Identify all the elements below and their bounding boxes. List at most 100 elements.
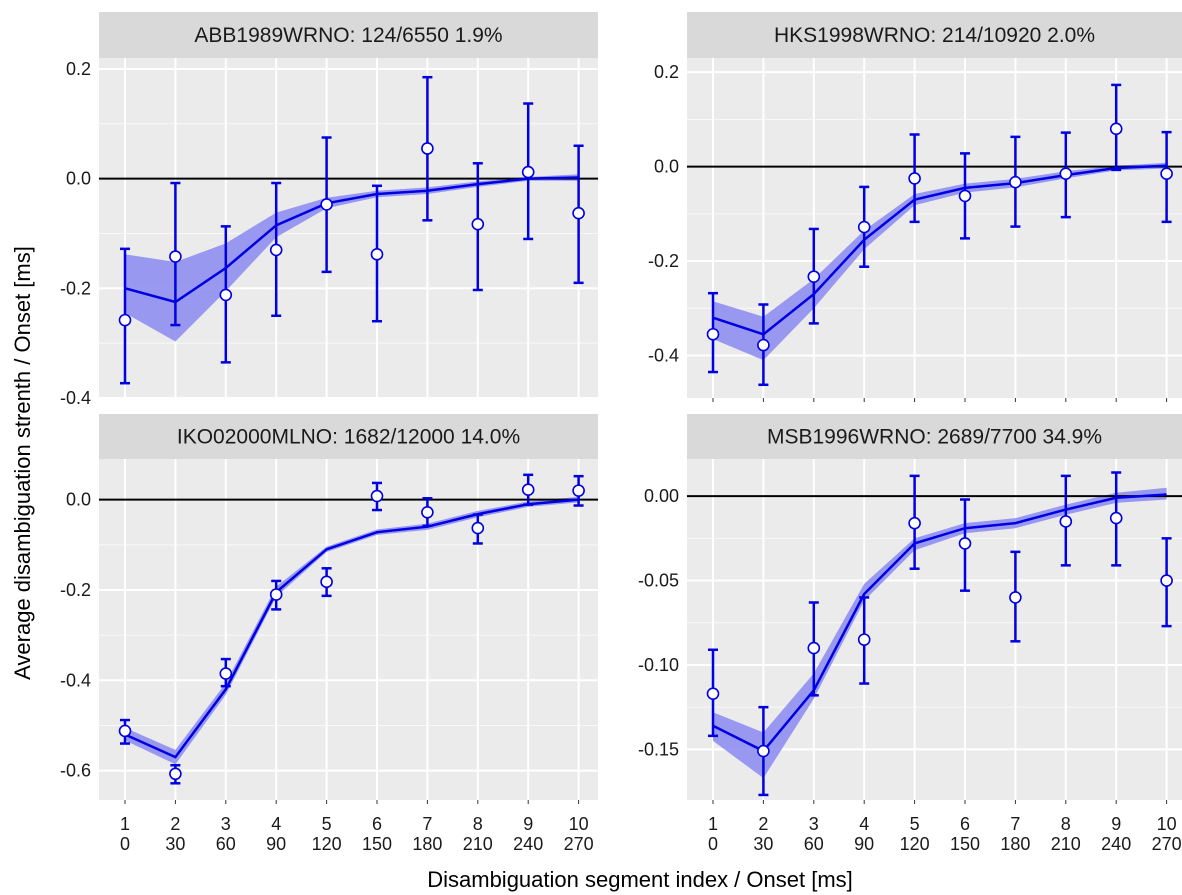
x-tick-label-onset: 180 bbox=[412, 834, 442, 854]
x-tick-label-onset: 30 bbox=[753, 834, 773, 854]
panel-title: HKS1998WRNO: 214/10920 2.0% bbox=[774, 24, 1095, 47]
x-axis-title: Disambiguation segment index / Onset [ms… bbox=[427, 867, 853, 892]
data-point bbox=[706, 327, 720, 341]
y-tick-label: -0.2 bbox=[648, 251, 679, 271]
data-point bbox=[521, 165, 535, 179]
x-tick-label-index: 3 bbox=[809, 814, 819, 834]
fit-line bbox=[712, 493, 1167, 753]
panel-strip bbox=[99, 12, 598, 58]
y-tick-label: -0.2 bbox=[60, 580, 91, 600]
x-tick-label-index: 10 bbox=[569, 814, 589, 834]
x-tick-label-onset: 90 bbox=[854, 834, 874, 854]
fit-line bbox=[124, 176, 579, 304]
data-point bbox=[1009, 591, 1022, 604]
y-tick-label: 0.0 bbox=[66, 169, 91, 189]
data-point bbox=[169, 250, 182, 263]
y-tick-label: -0.4 bbox=[648, 346, 679, 366]
y-tick-label: 0.0 bbox=[66, 490, 91, 510]
data-point bbox=[1109, 122, 1123, 136]
x-tick-label-index: 10 bbox=[1157, 814, 1177, 834]
data-point bbox=[572, 484, 585, 497]
x-tick-label-index: 2 bbox=[758, 814, 768, 834]
data-point bbox=[857, 220, 871, 234]
x-tick-label-onset: 180 bbox=[1000, 834, 1030, 854]
data-point bbox=[1160, 167, 1173, 180]
y-tick-label: -0.2 bbox=[60, 278, 91, 298]
data-point bbox=[370, 489, 384, 503]
y-tick-label: 0.00 bbox=[644, 486, 679, 506]
y-tick-label: -0.15 bbox=[638, 739, 679, 759]
fit-line bbox=[712, 164, 1167, 336]
x-tick-label-onset: 150 bbox=[362, 834, 392, 854]
fit-line bbox=[124, 498, 579, 759]
x-tick-label-onset: 270 bbox=[1152, 834, 1182, 854]
data-point bbox=[958, 189, 972, 203]
data-point bbox=[269, 588, 283, 601]
data-point bbox=[219, 667, 233, 680]
x-tick-label-onset: 270 bbox=[564, 834, 594, 854]
panel-3: IKO02000MLNO: 1682/12000 14.0% -0.6 -0.4 -0… bbox=[60, 414, 598, 854]
panel-title: IKO02000MLNO: 1682/12000 14.0% bbox=[177, 426, 520, 449]
x-tick-label-index: 9 bbox=[523, 814, 533, 834]
data-point bbox=[757, 338, 770, 352]
data-point bbox=[706, 687, 720, 700]
data-point bbox=[1109, 511, 1123, 525]
panel-background bbox=[99, 58, 598, 398]
x-tick-label-index: 1 bbox=[120, 814, 130, 834]
x-tick-label-index: 7 bbox=[1010, 814, 1020, 834]
x-tick-label-index: 1 bbox=[708, 814, 718, 834]
data-point bbox=[857, 633, 871, 646]
data-point bbox=[807, 270, 821, 283]
data-point bbox=[908, 172, 921, 185]
data-point bbox=[320, 575, 333, 589]
x-tick-label-onset: 210 bbox=[463, 834, 493, 854]
y-tick-label: 0.0 bbox=[654, 157, 679, 177]
x-tick-label-onset: 120 bbox=[312, 834, 342, 854]
y-tick-label: 0.2 bbox=[654, 62, 679, 82]
data-point bbox=[1160, 574, 1173, 587]
data-point bbox=[269, 243, 283, 257]
x-tick-label-index: 3 bbox=[221, 814, 231, 834]
x-tick-label-index: 6 bbox=[960, 814, 970, 834]
x-tick-label-index: 6 bbox=[372, 814, 382, 834]
x-tick-label-onset: 120 bbox=[900, 834, 930, 854]
data-point bbox=[1009, 175, 1022, 189]
panel-strip bbox=[687, 414, 1182, 459]
data-point bbox=[421, 505, 434, 519]
x-tick-label-index: 9 bbox=[1111, 814, 1121, 834]
data-point bbox=[421, 142, 434, 155]
x-tick-label-onset: 210 bbox=[1051, 834, 1081, 854]
x-tick-label-index: 8 bbox=[473, 814, 483, 834]
x-tick-label-index: 5 bbox=[910, 814, 920, 834]
data-point bbox=[958, 537, 972, 550]
ribbon-band bbox=[125, 174, 579, 342]
x-tick-label-index: 4 bbox=[271, 814, 281, 834]
x-tick-label-onset: 30 bbox=[165, 834, 185, 854]
x-tick-label-onset: 60 bbox=[804, 834, 824, 854]
data-point bbox=[521, 483, 535, 497]
data-point bbox=[757, 744, 770, 758]
data-point bbox=[118, 313, 132, 327]
panel-background bbox=[99, 459, 598, 800]
data-point bbox=[908, 516, 921, 530]
data-point bbox=[471, 217, 485, 231]
x-tick-label-index: 2 bbox=[170, 814, 180, 834]
ribbon-band bbox=[713, 162, 1167, 361]
data-point bbox=[320, 198, 333, 211]
data-point bbox=[370, 248, 384, 261]
panel-strip bbox=[687, 12, 1182, 58]
y-tick-label: 0.2 bbox=[66, 59, 91, 79]
x-tick-label-onset: 0 bbox=[708, 834, 718, 854]
panel-4: MSB1996WRNO: 2689/7700 34.9% -0.15 -0.10 -0… bbox=[638, 414, 1182, 854]
y-tick-label: -0.6 bbox=[60, 761, 91, 781]
data-point bbox=[807, 641, 821, 655]
x-tick-label-index: 4 bbox=[859, 814, 869, 834]
x-tick-label-onset: 240 bbox=[513, 834, 543, 854]
data-point bbox=[219, 288, 233, 302]
panel-1: ABB1989WRNO: 124/6550 1.9% -0.4 -0.2 0.0 0.2 bbox=[60, 12, 598, 408]
x-tick-label-index: 5 bbox=[322, 814, 332, 834]
y-axis-title: Average disambiguation strenth / Onset [… bbox=[10, 246, 35, 680]
x-tick-label-onset: 240 bbox=[1101, 834, 1131, 854]
panel-strip bbox=[99, 414, 598, 459]
panel-title: ABB1989WRNO: 124/6550 1.9% bbox=[194, 24, 502, 47]
